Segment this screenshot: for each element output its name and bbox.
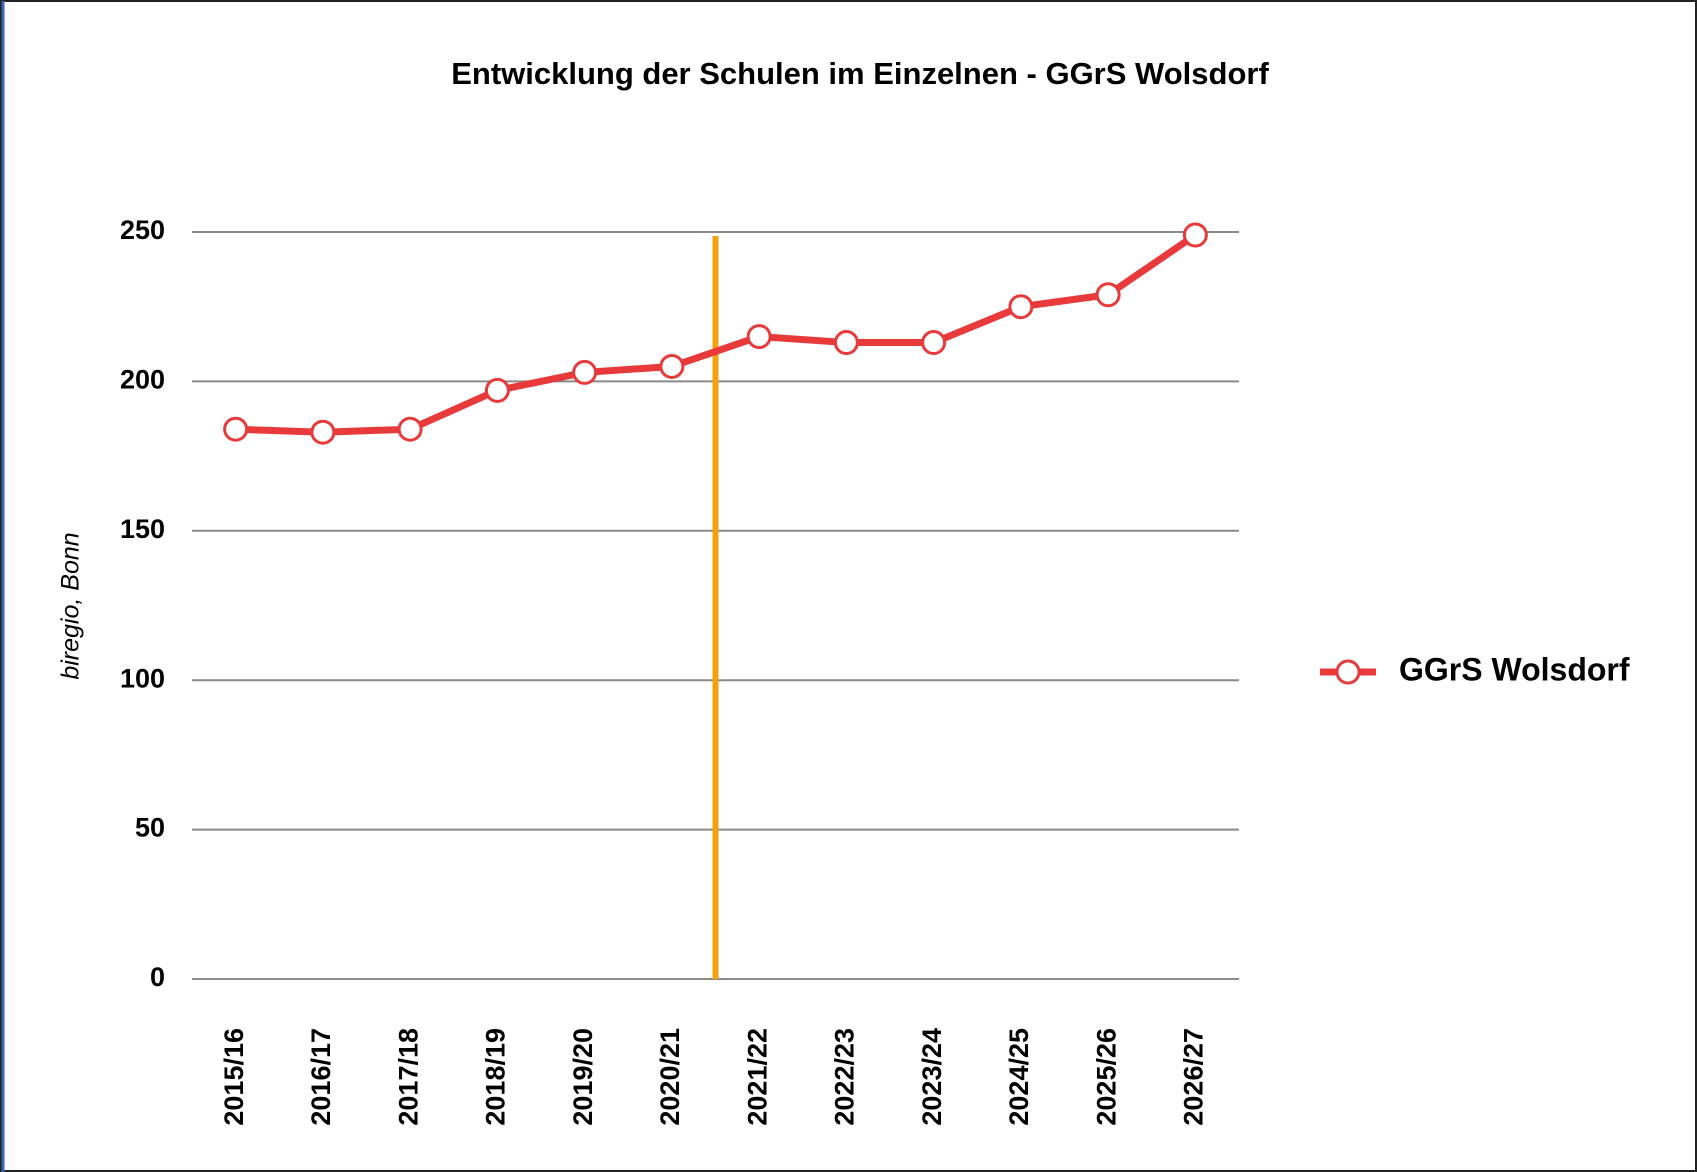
point	[310, 419, 336, 445]
x-tick-label: 2016/17	[306, 1028, 336, 1126]
x-tick-label: 2021/22	[742, 1028, 772, 1126]
legend-label: GGrS Wolsdorf	[1399, 651, 1630, 687]
legend-marker	[1335, 659, 1361, 685]
x-tick-label: 2020/21	[655, 1028, 685, 1126]
y-tick-label: 0	[150, 962, 165, 992]
point	[572, 359, 598, 385]
chart-title: Entwicklung der Schulen im Einzelnen - G…	[451, 56, 1269, 91]
point	[659, 353, 685, 379]
point	[397, 416, 423, 442]
point	[223, 416, 249, 442]
y-tick-label: 150	[120, 514, 165, 544]
x-tick-label: 2019/20	[568, 1028, 598, 1126]
point	[1182, 222, 1208, 248]
x-tick-label: 2023/24	[917, 1028, 947, 1126]
x-tick-label: 2018/19	[481, 1028, 511, 1126]
point	[746, 324, 772, 350]
x-tick-label: 2026/27	[1179, 1028, 1209, 1126]
x-tick-label: 2022/23	[830, 1028, 860, 1126]
point	[1095, 282, 1121, 308]
x-tick-label: 2025/26	[1091, 1028, 1121, 1126]
point	[921, 330, 947, 356]
x-tick-label: 2015/16	[219, 1028, 249, 1126]
y-tick-label: 50	[135, 813, 165, 843]
series-line	[235, 232, 1198, 436]
point	[1008, 294, 1034, 320]
point	[484, 377, 510, 403]
x-tick-label: 2017/18	[393, 1028, 423, 1126]
point	[833, 330, 859, 356]
x-tick-label: 2024/25	[1004, 1028, 1034, 1126]
y-tick-label: 100	[120, 663, 165, 693]
y-tick-label: 250	[120, 215, 165, 245]
y-axis-label: biregio, Bonn	[57, 532, 85, 679]
y-tick-label: 200	[120, 365, 165, 395]
